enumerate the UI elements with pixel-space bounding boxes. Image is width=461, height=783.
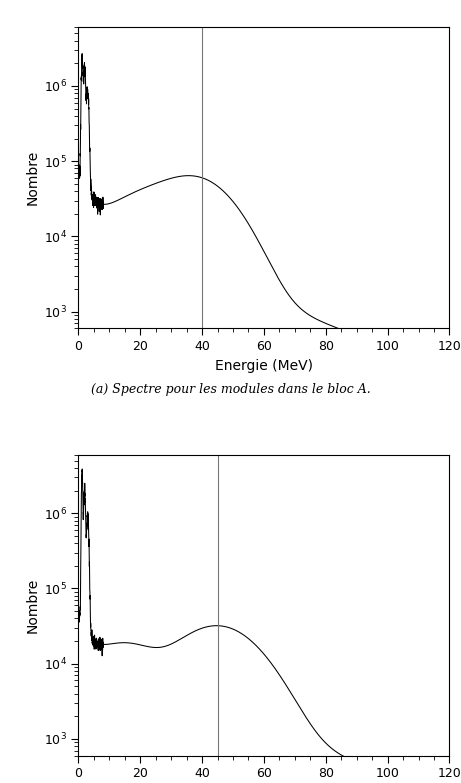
- X-axis label: Energie (MeV): Energie (MeV): [215, 359, 313, 373]
- Text: (a) Spectre pour les modules dans le bloc A.: (a) Spectre pour les modules dans le blo…: [91, 383, 370, 395]
- Y-axis label: Nombre: Nombre: [25, 578, 39, 633]
- Y-axis label: Nombre: Nombre: [25, 150, 39, 205]
